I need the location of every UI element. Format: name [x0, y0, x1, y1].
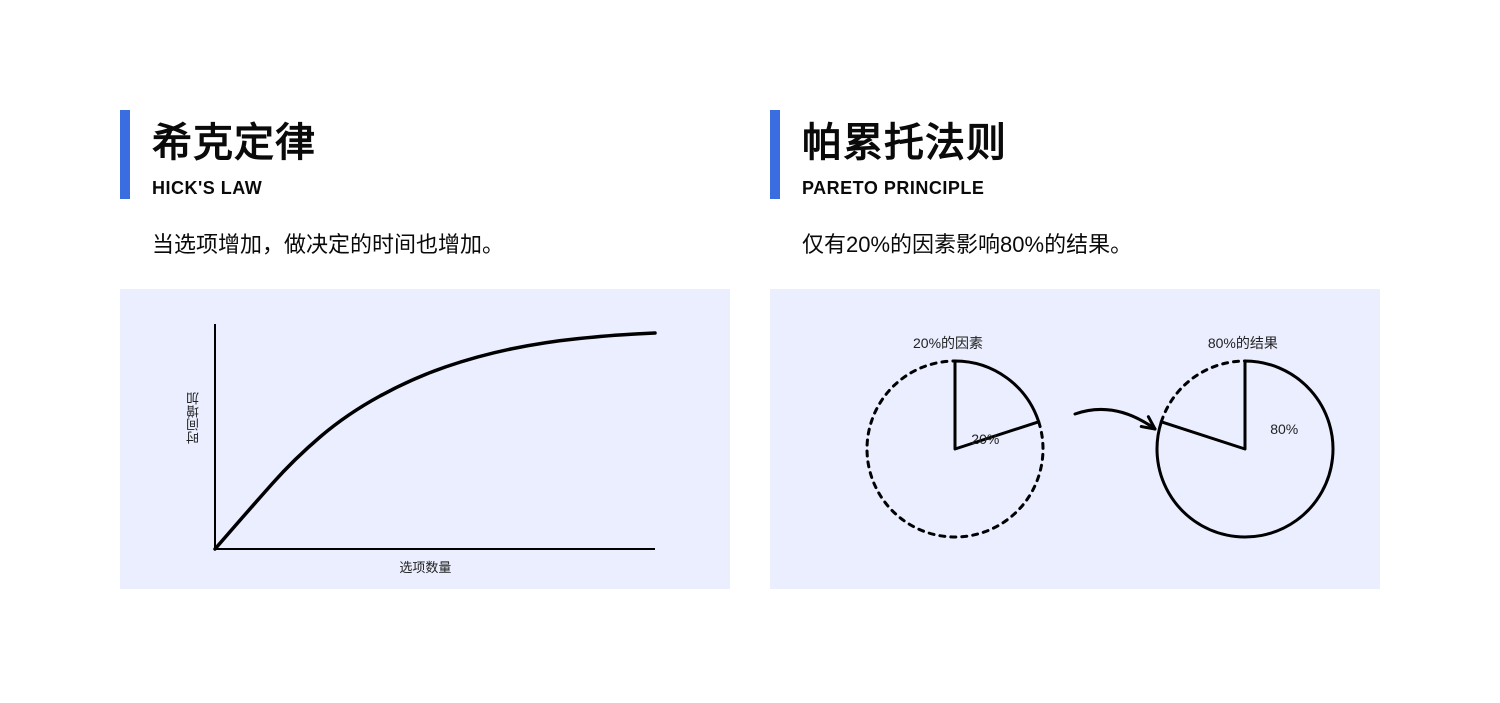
accent-bar	[770, 110, 780, 199]
left-pie-inner-label: 20%	[971, 431, 999, 447]
pareto-card: 帕累托法则 PARETO PRINCIPLE 仅有20%的因素影响80%的结果。…	[770, 110, 1380, 589]
title-cn: 希克定律	[152, 110, 316, 168]
description: 仅有20%的因素影响80%的结果。	[802, 227, 1380, 259]
title-cn: 帕累托法则	[802, 110, 1007, 168]
title-en: HICK'S LAW	[152, 178, 316, 199]
header-block: 帕累托法则 PARETO PRINCIPLE	[770, 110, 1380, 199]
pareto-chart: 20%的因素 80%的结果 20% 80%	[770, 289, 1380, 589]
description: 当选项增加，做决定的时间也增加。	[152, 227, 730, 259]
right-pie-inner-label: 80%	[1270, 421, 1298, 437]
right-pie-label: 80%的结果	[1208, 333, 1278, 353]
pareto-svg	[770, 289, 1380, 589]
left-pie-label: 20%的因素	[913, 333, 983, 353]
accent-bar	[120, 110, 130, 199]
header-block: 希克定律 HICK'S LAW	[120, 110, 730, 199]
title-en: PARETO PRINCIPLE	[802, 178, 1007, 199]
hicks-law-card: 希克定律 HICK'S LAW 当选项增加，做决定的时间也增加。 时间增加 选项…	[120, 110, 730, 589]
x-axis-label: 选项数量	[399, 557, 451, 576]
hicks-law-svg	[120, 289, 730, 589]
hicks-law-chart: 时间增加 选项数量	[120, 289, 730, 589]
y-axis-label: 时间增加	[184, 392, 203, 444]
